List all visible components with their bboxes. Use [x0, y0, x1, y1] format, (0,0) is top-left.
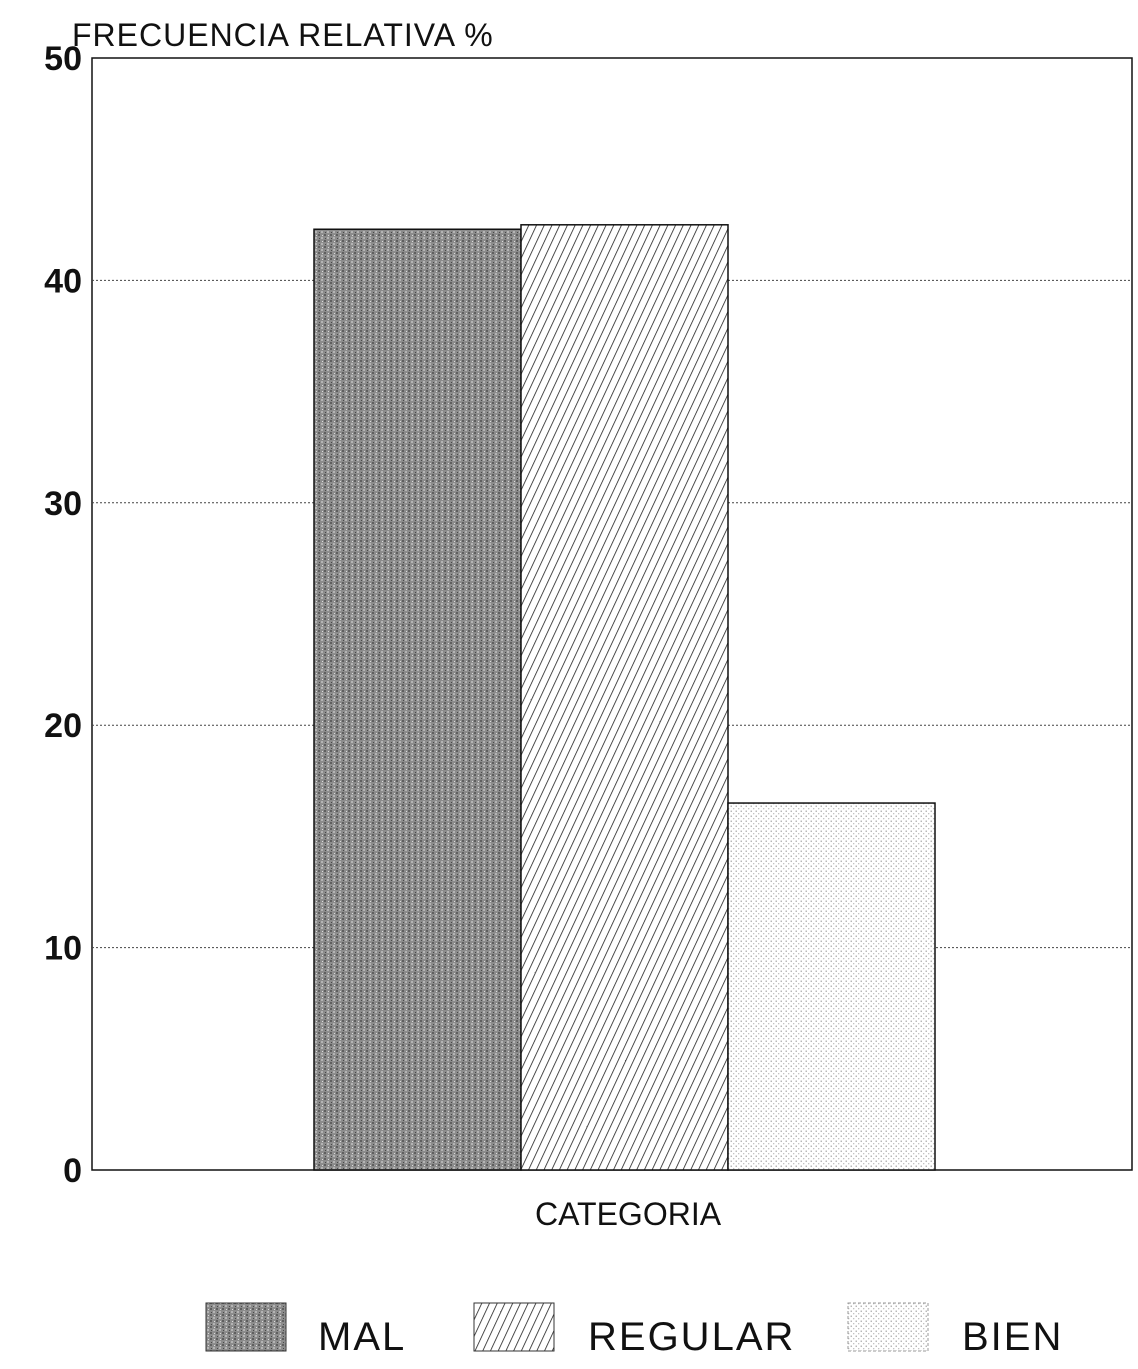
x-axis-label: CATEGORIA — [535, 1196, 722, 1232]
legend: MAL REGULAR BIEN — [205, 1302, 1063, 1359]
y-tick-label: 10 — [44, 930, 82, 968]
y-tick-label: 20 — [44, 707, 82, 745]
legend-label-mal: MAL — [318, 1315, 406, 1359]
bar-regular — [520, 224, 729, 1171]
y-axis-label: FRECUENCIA RELATIVA % — [72, 17, 494, 53]
y-tick-label: 50 — [44, 40, 82, 78]
y-tick-label: 40 — [44, 262, 82, 300]
legend-label-bien: BIEN — [962, 1315, 1063, 1359]
bar-mal — [313, 228, 522, 1171]
bars — [313, 224, 936, 1171]
legend-swatch-bien — [847, 1302, 929, 1352]
y-axis-ticks: 0 10 20 30 40 50 — [44, 40, 82, 1190]
legend-swatch-mal — [205, 1302, 287, 1352]
y-tick-label: 0 — [63, 1152, 82, 1190]
y-tick-label: 30 — [44, 485, 82, 523]
legend-label-regular: REGULAR — [588, 1315, 795, 1359]
legend-swatch-regular — [473, 1302, 555, 1352]
bar-bien — [727, 802, 936, 1171]
